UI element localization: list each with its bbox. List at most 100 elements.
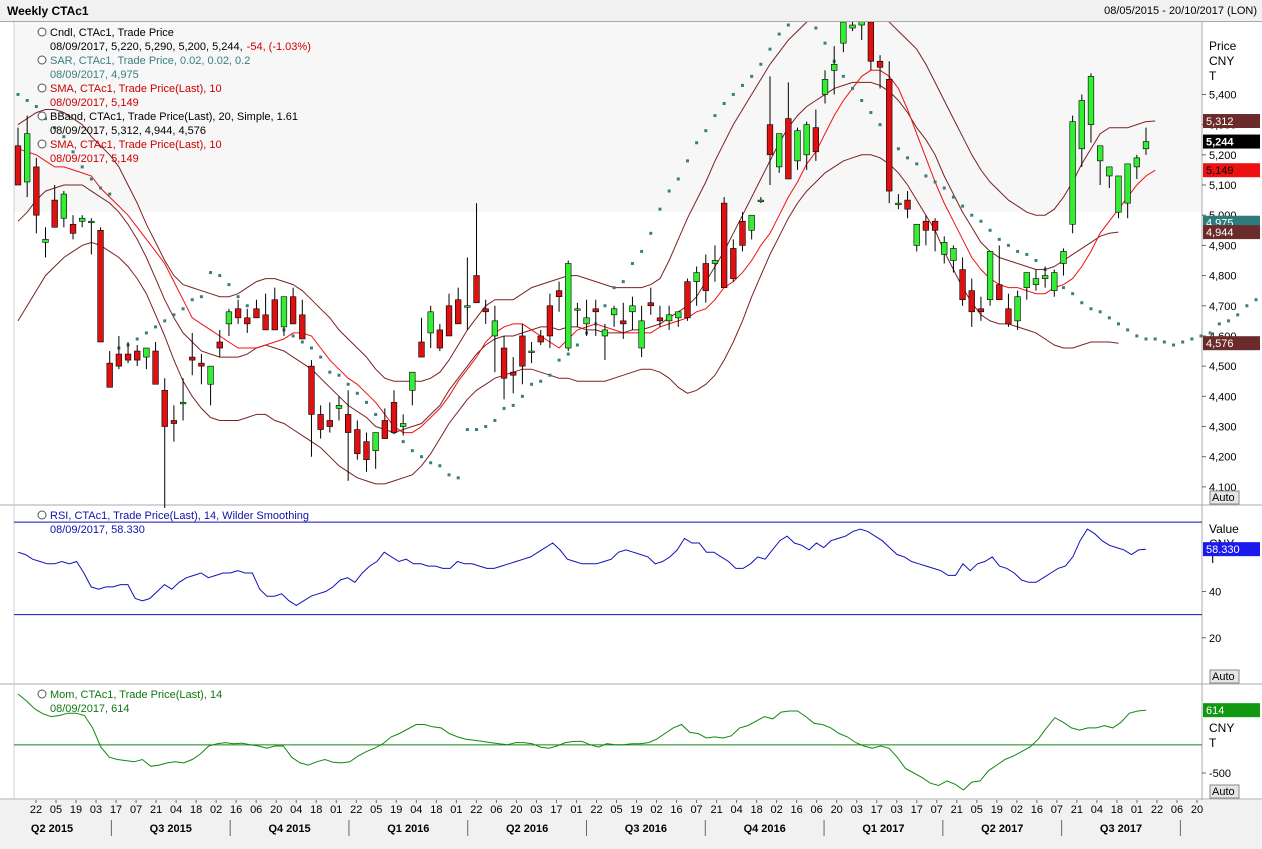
legend-toggle-icon[interactable] [37, 83, 47, 93]
day-label: 05 [50, 804, 62, 816]
sar-dot [199, 295, 203, 299]
candle-body [253, 308, 260, 319]
sar-dot [447, 473, 451, 477]
day-label: 07 [130, 804, 142, 816]
candle-body [262, 314, 269, 331]
sar-dot [80, 165, 84, 169]
legend-toggle-icon[interactable] [37, 111, 47, 121]
sar-dot [1254, 298, 1258, 302]
sar-dot [502, 406, 506, 410]
day-label: 02 [1011, 804, 1023, 816]
candle-body [179, 402, 187, 405]
legend-detail: 08/09/2017, 5,220, 5,290, 5,200, 5,244, [50, 41, 243, 53]
sar-dot [1245, 304, 1249, 308]
candle-body [684, 281, 691, 319]
sar-dot [566, 352, 570, 356]
momentum-panel-background [14, 685, 1202, 799]
candle-body [610, 308, 618, 316]
candle-body [812, 127, 819, 153]
sar-dot [970, 213, 974, 217]
sar-dot [1199, 334, 1203, 338]
sar-dot [410, 449, 414, 453]
sar-dot [1217, 322, 1221, 326]
price-badge-label: 4,576 [1206, 338, 1234, 350]
sar-dot [511, 403, 515, 407]
candle-body [739, 220, 746, 246]
candle-body [42, 239, 49, 243]
mom-line [17, 693, 1147, 791]
day-label: 22 [470, 804, 482, 816]
chart-canvas[interactable]: Cndl, CTAc1, Trade Price 08/09/2017, 5,22… [0, 22, 1262, 849]
candle-body [24, 133, 31, 183]
legend-title: SMA, CTAc1, Trade Price(Last), 10 [50, 139, 222, 151]
price-legend: Cndl, CTAc1, Trade Price 08/09/2017, 5,22… [37, 27, 311, 165]
sar-dot [630, 262, 634, 265]
day-label: 21 [1071, 804, 1083, 816]
auto-scale-label: Auto [1212, 786, 1235, 798]
day-label: 18 [430, 804, 442, 816]
candle-body [665, 314, 673, 322]
candle-body [867, 22, 875, 62]
candle-body [289, 296, 297, 325]
sar-dot [181, 307, 185, 311]
sar-dot [667, 189, 671, 193]
day-label: 01 [570, 804, 582, 816]
candle-body [592, 308, 599, 313]
sar-dot [539, 379, 543, 383]
price-badge-label: 5,312 [1206, 116, 1234, 128]
candle-body [968, 290, 975, 313]
auto-scale-button[interactable] [1209, 490, 1240, 505]
candle-body [88, 220, 95, 224]
sar-dot [420, 455, 424, 459]
sar-dot [154, 325, 158, 329]
legend-toggle-icon[interactable] [37, 55, 47, 65]
sar-dot [309, 346, 313, 350]
legend-toggle-icon[interactable] [37, 139, 47, 149]
candle-body [904, 199, 911, 210]
candle-body [546, 305, 554, 337]
day-label: 01 [1131, 804, 1143, 816]
candle-body [656, 317, 664, 322]
legend-toggle-icon[interactable] [37, 689, 47, 699]
day-label: 05 [610, 804, 622, 816]
candle-body [400, 423, 407, 427]
legend-toggle-icon[interactable] [37, 27, 47, 37]
sar-dot [53, 126, 57, 130]
candle-body [996, 284, 1003, 301]
legend-title: Cndl, CTAc1, Trade Price [50, 27, 174, 39]
day-label: 16 [791, 804, 803, 816]
sar-dot [190, 298, 194, 302]
sar-dot [1061, 286, 1065, 290]
sar-dot [25, 98, 29, 102]
sar-dot [1181, 340, 1185, 344]
sar-dot [979, 219, 983, 223]
panel-frames [0, 22, 1262, 849]
candle-body [317, 414, 324, 430]
sar-dot [300, 340, 304, 344]
auto-scale-button[interactable] [1209, 669, 1240, 684]
rsi-axis-header: T [1209, 552, 1217, 566]
price-tick-label: 5,100 [1209, 180, 1237, 192]
day-label: 02 [771, 804, 783, 816]
day-label: 20 [270, 804, 282, 816]
rsi-axis-header: Value [1209, 522, 1239, 536]
candle-body [638, 320, 645, 349]
candle-body [1005, 308, 1012, 325]
candle-body [1069, 121, 1076, 225]
sar-dot [71, 150, 75, 154]
legend-change: -54, (-1.03%) [247, 41, 311, 53]
sar-dot [878, 123, 882, 127]
legend-toggle-icon[interactable] [37, 510, 47, 520]
sar-dot [933, 180, 937, 184]
time-axis: 22 05 19 03 17 07 21 04 18 02 16 06 20 04 18 01 22 05 19 04… [30, 800, 1203, 836]
price-tick-label: 4,300 [1209, 422, 1237, 434]
candle-body [97, 229, 104, 343]
price-badge-label: 4,944 [1206, 227, 1234, 239]
day-label: 07 [1051, 804, 1063, 816]
candle-body [1097, 145, 1104, 162]
auto-scale-button[interactable] [1209, 784, 1240, 799]
day-label: 22 [590, 804, 602, 816]
candle-body [977, 308, 985, 313]
candle-body [79, 217, 86, 222]
